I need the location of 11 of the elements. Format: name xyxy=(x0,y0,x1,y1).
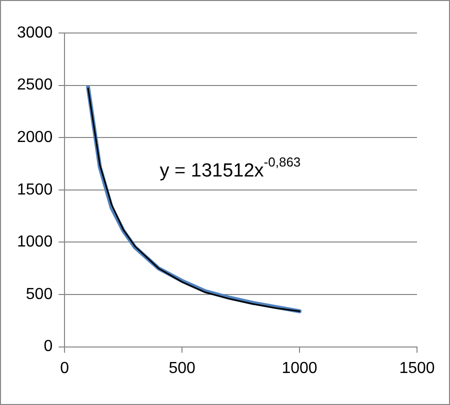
y-tick-label: 0 xyxy=(44,338,53,356)
y-tick-label: 3000 xyxy=(17,24,53,42)
x-tick-label: 1000 xyxy=(282,360,318,377)
x-tick-label: 500 xyxy=(168,360,196,377)
y-tick-label: 500 xyxy=(26,286,53,303)
y-tick-label: 2500 xyxy=(17,76,53,94)
x-tick-label: 0 xyxy=(60,360,70,377)
y-tick-label: 1000 xyxy=(17,234,53,251)
y-tick-label: 1500 xyxy=(17,181,53,198)
y-tick-label: 2000 xyxy=(17,129,53,146)
x-tick-label: 1500 xyxy=(399,360,435,377)
